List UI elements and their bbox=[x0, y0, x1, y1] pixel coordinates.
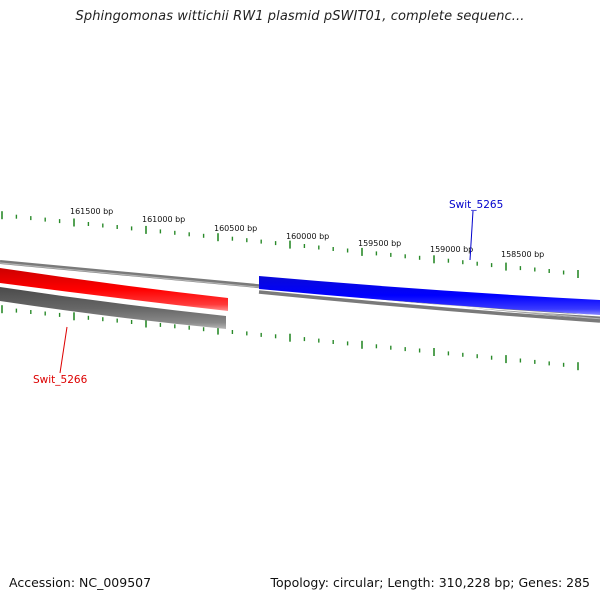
accession-text: Accession: NC_009507 bbox=[9, 575, 152, 590]
tick-label: 159000 bp bbox=[430, 245, 473, 254]
tick-label: 159500 bp bbox=[358, 239, 401, 248]
tick-labels: 161500 bp 161000 bp 160500 bp 160000 bp 1595… bbox=[70, 207, 544, 259]
inner-tick-ring bbox=[1, 305, 579, 371]
gene-swit-5265-arc[interactable] bbox=[259, 276, 600, 315]
tick-label: 160000 bp bbox=[286, 232, 329, 241]
map-title: Sphingomonas wittichii RW1 plasmid pSWIT… bbox=[75, 9, 525, 24]
outer-tick-ring bbox=[1, 211, 579, 278]
gene-reverse-gray-arc[interactable] bbox=[0, 287, 226, 329]
gene-swit-5266-arc[interactable] bbox=[0, 268, 228, 311]
tick-label: 158500 bp bbox=[501, 250, 544, 259]
summary-text: Topology: circular; Length: 310,228 bp; … bbox=[270, 575, 591, 590]
gene-label-swit-5266[interactable]: Swit_5266 bbox=[33, 374, 88, 386]
swit-5266-leader-line bbox=[59, 326, 68, 374]
swit-5265-leader-line bbox=[469, 210, 474, 261]
tick-label: 160500 bp bbox=[214, 224, 257, 233]
gene-swit-5265-outline bbox=[258, 289, 600, 317]
tick-label: 161500 bp bbox=[70, 207, 113, 216]
tick-label: 161000 bp bbox=[142, 215, 185, 224]
backbone-lower bbox=[258, 290, 600, 323]
gene-label-swit-5265[interactable]: Swit_5265 bbox=[449, 199, 503, 211]
